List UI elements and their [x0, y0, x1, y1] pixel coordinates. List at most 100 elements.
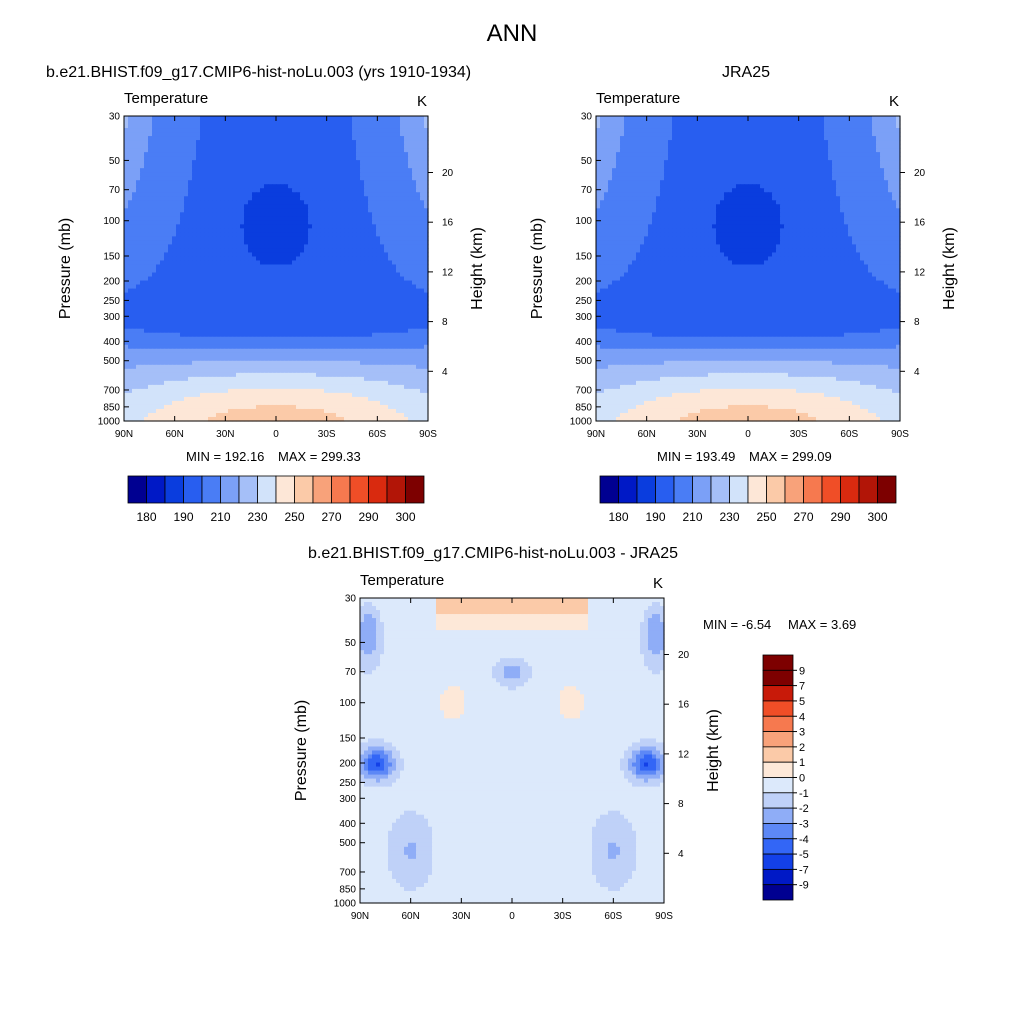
- panel-1-cell: [368, 280, 373, 286]
- panel-1-cell: [196, 140, 201, 145]
- panel-1-cell: [388, 180, 393, 185]
- panel-1-cell: [124, 208, 129, 213]
- panel-1-cell: [200, 188, 205, 193]
- panel-1-cell: [148, 168, 153, 173]
- panel-1-cell: [140, 144, 145, 149]
- panel-1-cell: [164, 376, 169, 382]
- panel-1-cell: [300, 156, 305, 161]
- panel-1-cell: [260, 316, 265, 322]
- panel-1-cell: [320, 212, 325, 217]
- panel-1-cell: [280, 344, 285, 350]
- panel-1-cell: [296, 140, 301, 145]
- panel-1-cell: [360, 156, 365, 161]
- panel-1-cell: [248, 176, 253, 181]
- panel-1-cell: [136, 360, 141, 366]
- panel-1-cell: [236, 140, 241, 145]
- panel-1-cell: [308, 168, 313, 173]
- panel-1-cell: [296, 176, 301, 181]
- panel-1-cell: [324, 220, 329, 225]
- panel-1-cell: [264, 228, 269, 233]
- panel-1-cell: [192, 316, 197, 322]
- panel-1-cell: [364, 244, 369, 250]
- panel-1-cell: [204, 284, 209, 290]
- panel-1-cell: [300, 340, 305, 346]
- panel-1-cell: [276, 140, 281, 145]
- panel-1-cell: [248, 184, 253, 189]
- panel-1-cell: [424, 208, 429, 213]
- panel-1-cell: [288, 252, 293, 258]
- panel-1-cell: [364, 360, 369, 366]
- panel-1-cell: [288, 156, 293, 161]
- panel-1-cell: [424, 228, 429, 233]
- panel-1-cell: [328, 120, 333, 125]
- panel-1-cell: [416, 180, 421, 185]
- panel-1-cell: [220, 192, 225, 197]
- panel-1-cell: [356, 204, 361, 209]
- panel-1-cell: [412, 116, 417, 121]
- panel-1-cell: [208, 280, 213, 286]
- panel-1-cell: [288, 124, 293, 129]
- panel-1-cell: [380, 172, 385, 177]
- panel-1-cell: [128, 148, 133, 153]
- panel-1-cell: [224, 224, 229, 229]
- panel-1-cell: [228, 116, 233, 121]
- panel-1-cell: [344, 244, 349, 250]
- panel-1-cell: [396, 156, 401, 161]
- panel-1-cell: [216, 172, 221, 177]
- panel-1-cell: [252, 176, 257, 181]
- panel-1-cell: [148, 220, 153, 225]
- panel-1-cell: [208, 304, 213, 310]
- panel-1-cell: [424, 148, 429, 153]
- panel-1-cell: [220, 232, 225, 237]
- panel-1-cell: [124, 164, 129, 169]
- panel-1-cell: [388, 276, 393, 282]
- panel-1-cell: [392, 184, 397, 189]
- panel-1-cell: [192, 280, 197, 286]
- panel-1-cell: [300, 164, 305, 169]
- panel-1-cell: [260, 252, 265, 258]
- panel-1-cell: [132, 376, 137, 382]
- panel-1-cell: [300, 192, 305, 197]
- panel-1-cell: [220, 156, 225, 161]
- panel-1-cell: [312, 296, 317, 302]
- panel-1-cell: [316, 356, 321, 362]
- panel-1-cell: [416, 212, 421, 217]
- panel-1-cell: [148, 308, 153, 314]
- panel-1-cell: [192, 356, 197, 362]
- panel-1-cell: [236, 168, 241, 173]
- panel-1-cell: [304, 264, 309, 270]
- panel-1-cell: [216, 216, 221, 221]
- panel-1-cell: [416, 260, 421, 266]
- panel-1-cell: [204, 200, 209, 205]
- panel-1-cell: [152, 164, 157, 169]
- panel-1-cell: [144, 120, 149, 125]
- panel-1-cell: [140, 276, 145, 282]
- panel-1-cell: [388, 320, 393, 326]
- panel-1-cell: [228, 368, 233, 374]
- panel-1-cell: [256, 140, 261, 145]
- panel-1-cell: [216, 312, 221, 318]
- panel-1-cell: [168, 240, 173, 246]
- panel-1-cell: [192, 348, 197, 354]
- panel-1-cell: [280, 260, 285, 266]
- panel-1-cell: [404, 324, 409, 330]
- panel-1-cell: [264, 124, 269, 129]
- panel-1-cell: [380, 252, 385, 258]
- panel-1-cell: [396, 128, 401, 133]
- panel-1-cell: [316, 180, 321, 185]
- panel-1-cell: [276, 284, 281, 290]
- panel-1-cell: [312, 156, 317, 161]
- panel-1-cell: [324, 188, 329, 193]
- panel-1-cell: [228, 176, 233, 181]
- panel-1-cell: [216, 236, 221, 241]
- panel-1-cell: [328, 356, 333, 362]
- panel-1-cell: [248, 144, 253, 149]
- panel-1-cell: [320, 336, 325, 342]
- panel-1-cell: [364, 248, 369, 254]
- panel-1-cell: [388, 244, 393, 250]
- panel-1-cell: [388, 152, 393, 157]
- panel-1-cell: [228, 120, 233, 125]
- panel-1-cell: [292, 300, 297, 306]
- panel-1-cell: [344, 292, 349, 298]
- panel-1-cell: [332, 208, 337, 213]
